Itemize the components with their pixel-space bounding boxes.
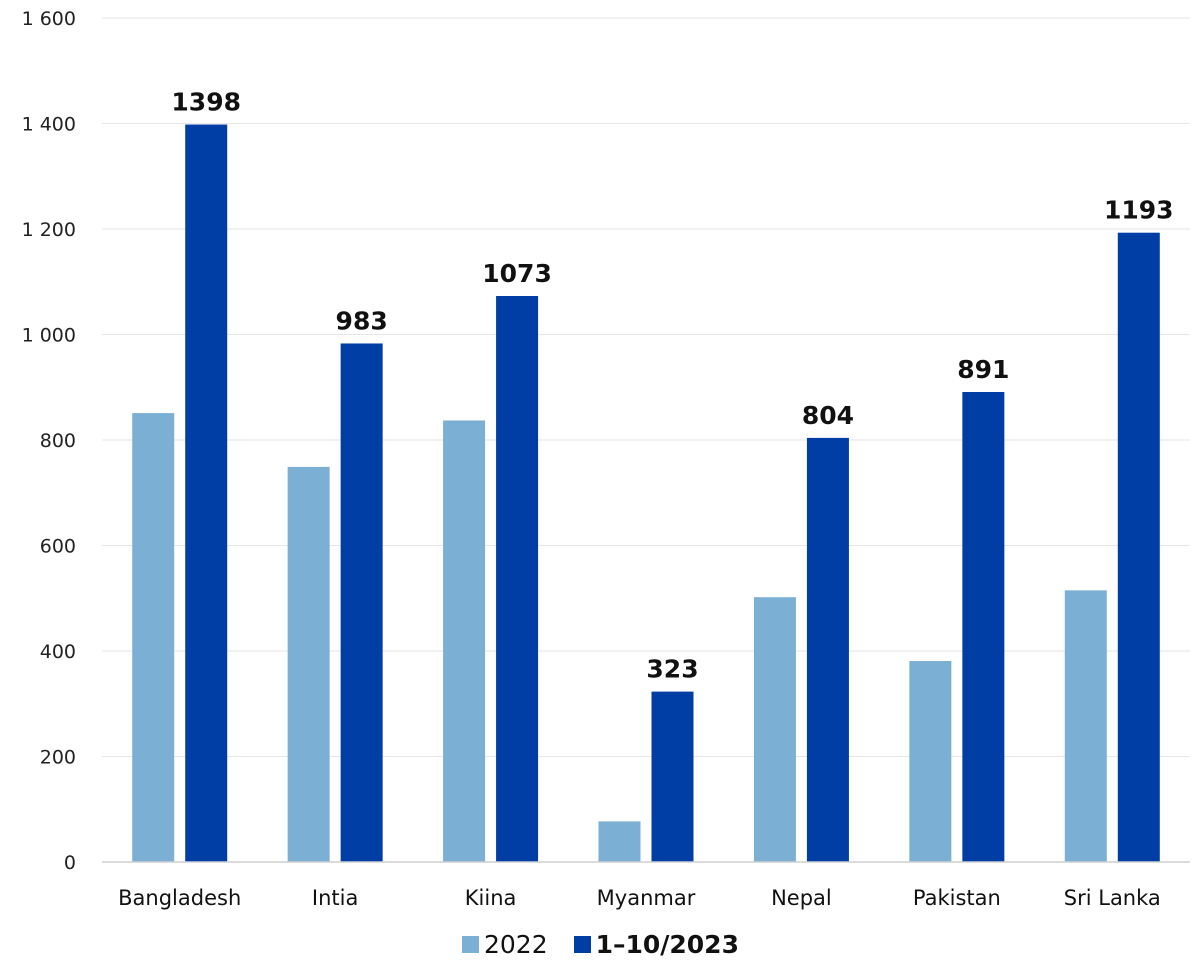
bar-2023-pakistan: [962, 391, 1005, 862]
data-label: 1398: [171, 88, 241, 117]
x-tick-label: Kiina: [465, 886, 517, 910]
bar-2023-myanmar: [651, 691, 694, 862]
x-tick-label: Pakistan: [913, 886, 1001, 910]
x-axis-ticks: Bangladesh Intia Kiina Myanmar Nepal Pakistan…: [118, 886, 1161, 910]
data-label: 891: [957, 355, 1009, 384]
x-tick-label: Bangladesh: [118, 886, 241, 910]
bar-2022-pakistan: [909, 661, 952, 862]
bar-2023-nepal: [806, 437, 849, 862]
y-tick-label: 1 000: [22, 325, 76, 347]
y-tick-label: 0: [64, 852, 76, 874]
y-axis-ticks: 0 200 400 600 800 1 000 1 200 1 400 1 600: [22, 8, 76, 874]
y-tick-label: 1 600: [22, 8, 76, 30]
gridlines: [102, 17, 1190, 757]
data-label: 804: [802, 401, 854, 430]
bar-2022-nepal: [753, 597, 796, 862]
x-tick-label: Intia: [312, 886, 358, 910]
data-label: 983: [336, 306, 388, 335]
legend-label-2023: 1–10/2023: [595, 930, 739, 959]
y-tick-label: 200: [40, 747, 76, 769]
legend-label-2022: 2022: [484, 930, 548, 959]
bar-2023-bangladesh: [185, 124, 228, 863]
data-labels: 1398 983 1073 323 804 891 1193: [171, 88, 1173, 684]
bar-2022-bangladesh: [132, 413, 175, 862]
legend-item-2023: 1–10/2023: [573, 930, 739, 959]
bar-chart: 0 200 400 600 800 1 000 1 200 1 400 1 600 1398 98…: [22, 8, 1190, 910]
x-tick-label: Nepal: [771, 886, 832, 910]
y-tick-label: 1 200: [22, 219, 76, 241]
data-label: 323: [646, 655, 698, 684]
bars: [132, 124, 1160, 863]
legend: 2022 1–10/2023: [0, 930, 1201, 959]
x-tick-label: Sri Lanka: [1064, 886, 1161, 910]
bar-2022-kiina: [443, 420, 486, 862]
legend-swatch-2023: [573, 936, 591, 953]
bar-2023-sri-lanka: [1117, 232, 1160, 862]
data-label: 1073: [482, 259, 552, 288]
legend-swatch-2022: [462, 936, 479, 953]
bar-2022-myanmar: [598, 821, 641, 862]
data-label: 1193: [1104, 196, 1174, 225]
bar-2022-intia: [287, 466, 330, 862]
y-tick-label: 1 400: [22, 114, 76, 136]
y-tick-label: 800: [40, 430, 76, 452]
legend-item-2022: 2022: [462, 930, 548, 959]
y-tick-label: 600: [40, 536, 76, 558]
bar-2023-intia: [340, 343, 383, 862]
bar-2023-kiina: [496, 295, 539, 862]
bar-2022-sri-lanka: [1064, 590, 1107, 862]
y-tick-label: 400: [40, 641, 76, 663]
x-tick-label: Myanmar: [597, 886, 696, 910]
